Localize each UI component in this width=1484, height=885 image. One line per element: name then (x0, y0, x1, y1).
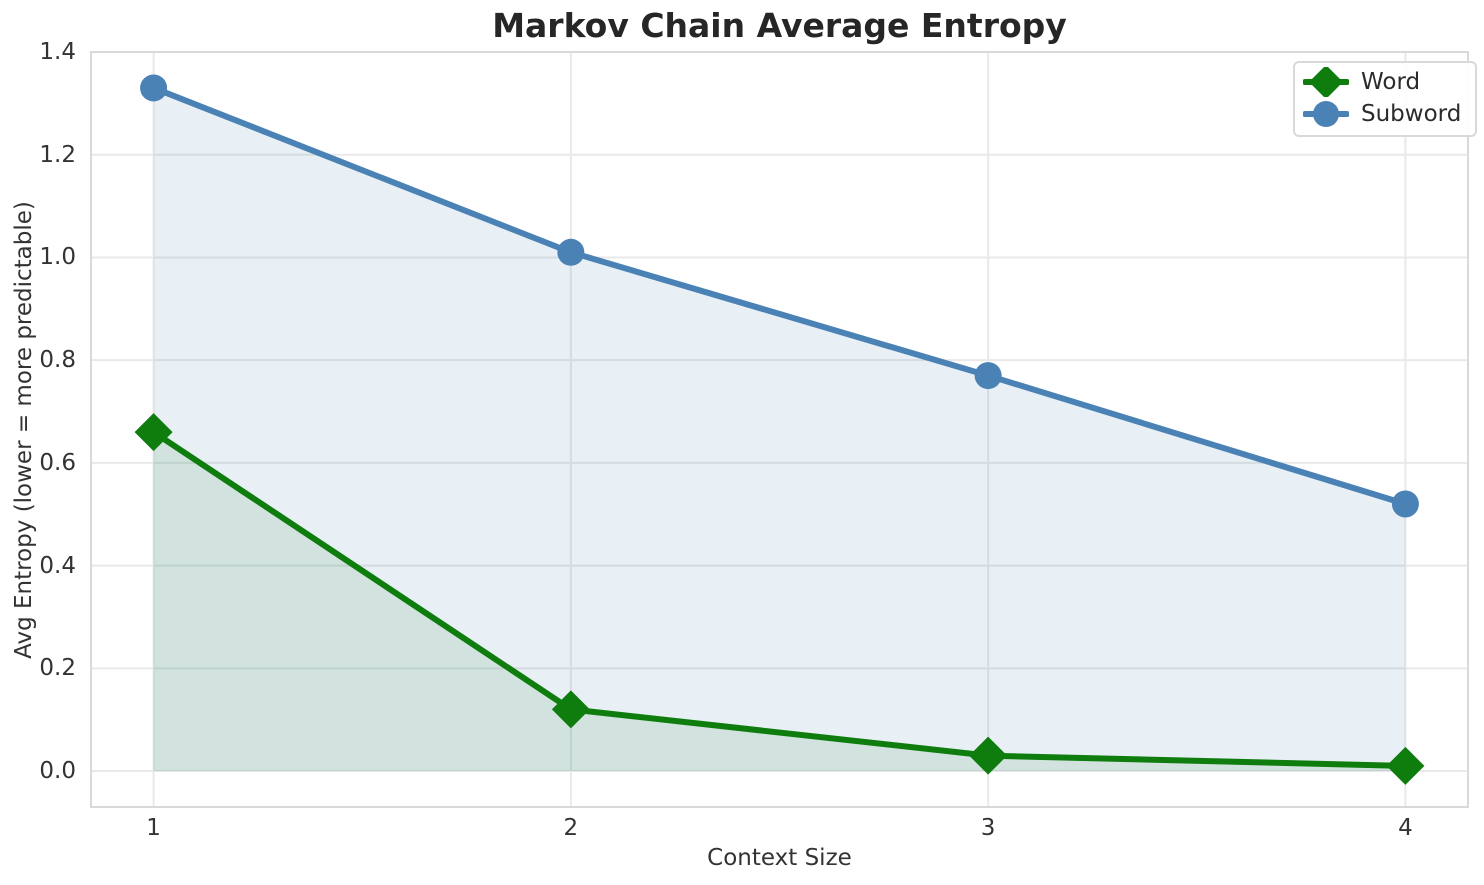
y-tick-label: 0.6 (39, 449, 76, 476)
subword-marker-point (140, 74, 168, 102)
subword-marker-point (974, 362, 1002, 390)
x-tick-label: 4 (1398, 815, 1413, 841)
subword-marker-point (557, 238, 585, 266)
x-tick-label: 2 (563, 815, 579, 841)
chart-legend: Word Subword (1293, 61, 1478, 137)
y-tick-label: 0.8 (39, 347, 76, 374)
y-tick-label: 1.0 (39, 244, 76, 271)
x-axis-label: Context Size (707, 845, 852, 871)
word-series-line (150, 429, 1409, 769)
legend-label: Subword (1361, 101, 1462, 127)
axes-spines (90, 51, 1469, 808)
word-marker-point (134, 413, 173, 452)
word-marker-point (1386, 746, 1425, 785)
word-marker-point (969, 736, 1008, 775)
subword-marker-point (1391, 490, 1419, 518)
chart-title: Markov Chain Average Entropy (492, 6, 1067, 45)
y-tick-label: 0.0 (39, 758, 76, 785)
circle-icon (1313, 101, 1339, 127)
x-tick-label: 1 (146, 815, 161, 841)
x-tick-label: 3 (980, 815, 996, 841)
legend-entry-word: Word (1303, 67, 1461, 97)
word-area-fill (153, 432, 1406, 772)
legend-entry-subword: Subword (1303, 99, 1461, 129)
legend-label: Word (1361, 69, 1421, 95)
y-tick-label: 0.4 (39, 552, 76, 579)
subword-series-line (150, 84, 1409, 507)
word-marker-point (551, 690, 590, 729)
subword-area-fill (153, 87, 1406, 772)
diamond-icon (1309, 67, 1343, 97)
subword-legend-marker-icon (1303, 101, 1349, 127)
y-tick-label: 1.2 (39, 141, 76, 168)
y-tick-label: 1.4 (39, 39, 76, 65)
y-tick-label: 0.2 (39, 655, 76, 682)
word-legend-marker-icon (1303, 67, 1349, 97)
